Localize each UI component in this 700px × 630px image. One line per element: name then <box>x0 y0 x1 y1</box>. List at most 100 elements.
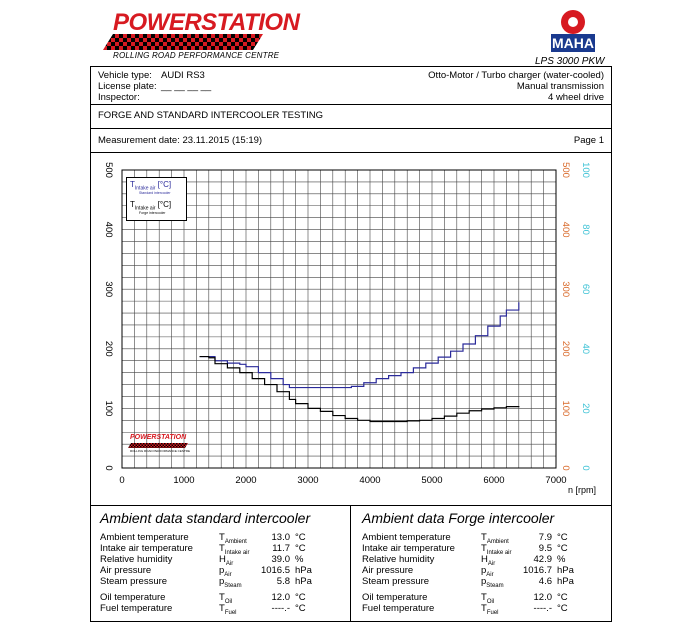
x-tick-label: 2000 <box>235 475 256 486</box>
y-tick-label-right: 0 <box>560 465 571 470</box>
x-tick-label: 7000 <box>545 475 566 486</box>
y-tick-label-right-secondary: 0 <box>580 465 591 470</box>
ambient-unit: % <box>557 554 566 565</box>
ambient-symbol: TFuel <box>481 603 499 616</box>
ambient-label: Steam pressure <box>362 576 430 587</box>
ambient-unit: % <box>295 554 304 565</box>
license-plate-label: License plate: <box>98 81 157 92</box>
ambient-symbol: HAir <box>481 554 496 567</box>
y-tick-label: 0 <box>103 465 114 470</box>
ambient-unit: °C <box>295 592 306 603</box>
y-tick-label: 200 <box>103 341 114 357</box>
measurement-date: Measurement date: 23.11.2015 (15:19) <box>98 135 263 146</box>
checkered-flag-icon <box>128 443 188 448</box>
inspector-label: Inspector: <box>98 92 140 103</box>
ambient-value: 42.9 <box>533 554 553 565</box>
test-title: FORGE AND STANDARD INTERCOOLER TESTING <box>98 110 324 121</box>
license-plate-value: __ __ __ __ <box>161 81 212 92</box>
divider <box>90 505 612 506</box>
chart-legend: TIntake air [°C] Standard intercooler TI… <box>126 177 187 221</box>
ambient-value: 1016.7 <box>522 565 552 576</box>
y-tick-label-right: 300 <box>560 281 571 297</box>
series-forge-intercooler <box>199 355 520 423</box>
y-tick-label: 100 <box>103 400 114 416</box>
chart-watermark-logo: POWERSTATION <box>130 434 187 441</box>
x-axis-label: n [rpm] <box>568 485 596 495</box>
legend-caption-standard: Standard intercooler <box>139 191 171 195</box>
ambient-forge-title: Ambient data Forge intercooler <box>362 510 555 526</box>
ambient-symbol: TOil <box>481 592 495 605</box>
ambient-value: ----.- <box>271 603 290 614</box>
divider <box>90 152 612 153</box>
ambient-symbol: pSteam <box>219 576 242 589</box>
maha-logo: MAHA <box>551 10 595 52</box>
ambient-label: Steam pressure <box>100 576 168 587</box>
ambient-standard-title: Ambient data standard intercooler <box>100 510 311 526</box>
y-tick-label-right-secondary: 60 <box>580 284 591 295</box>
vehicle-type-value: AUDI RS3 <box>161 70 205 81</box>
legend-item-standard: TIntake air [°C] <box>130 180 172 192</box>
checkered-flag-icon <box>103 34 263 50</box>
ambient-unit: hPa <box>295 565 312 576</box>
brand-subtitle: ROLLING ROAD PERFORMANCE CENTRE <box>113 51 280 60</box>
ambient-unit: °C <box>295 603 306 614</box>
x-tick-label: 3000 <box>297 475 318 486</box>
y-tick-label-right: 500 <box>560 162 571 178</box>
ambient-label: Fuel temperature <box>362 603 435 614</box>
y-tick-label-right-secondary: 80 <box>580 224 591 235</box>
ambient-symbol: HAir <box>219 554 234 567</box>
y-tick-label-right: 200 <box>560 341 571 357</box>
x-tick-label: 6000 <box>483 475 504 486</box>
x-tick-label: 5000 <box>421 475 442 486</box>
report-frame <box>90 66 612 622</box>
ambient-symbol: TAmbient <box>481 532 509 545</box>
ambient-unit: °C <box>557 592 568 603</box>
ambient-value: 12.0 <box>533 592 553 603</box>
ambient-value: 5.8 <box>276 576 290 587</box>
divider <box>90 128 612 129</box>
ambient-value: 13.0 <box>271 532 291 543</box>
ambient-unit: °C <box>295 532 306 543</box>
y-tick-label-right-secondary: 100 <box>580 162 591 178</box>
ambient-value: 11.7 <box>272 543 290 554</box>
legend-caption-forge: Forge intercooler <box>139 211 166 215</box>
ambient-unit: °C <box>557 532 568 543</box>
ambient-value: 12.0 <box>271 592 291 603</box>
ambient-label: Relative humidity <box>100 554 173 565</box>
ambient-value: 1016.5 <box>260 565 290 576</box>
plot-area <box>121 169 557 469</box>
y-tick-label: 500 <box>103 162 114 178</box>
brand-logo: POWERSTATION <box>113 9 300 36</box>
ambient-symbol: TIntake air <box>219 543 250 556</box>
ambient-label: Fuel temperature <box>100 603 173 614</box>
ambient-label: Air pressure <box>362 565 414 576</box>
x-tick-label: 4000 <box>359 475 380 486</box>
drive-type: 4 wheel drive <box>548 92 604 103</box>
ambient-unit: °C <box>295 543 306 554</box>
ambient-symbol: pSteam <box>481 576 504 589</box>
ambient-unit: °C <box>557 603 568 614</box>
ambient-label: Ambient temperature <box>100 532 189 543</box>
x-tick-label: 1000 <box>173 475 194 486</box>
y-tick-label-right-secondary: 40 <box>580 344 591 355</box>
transmission: Manual transmission <box>516 81 604 92</box>
ambient-label: Intake air temperature <box>362 543 455 554</box>
chart-watermark-subtitle: ROLLING ROAD PERFORMANCE CENTRE <box>130 449 191 453</box>
ambient-value: ----.- <box>533 603 552 614</box>
ambient-symbol: TAmbient <box>219 532 247 545</box>
series-standard-intercooler <box>199 302 520 389</box>
divider <box>90 104 612 105</box>
divider <box>350 505 351 622</box>
y-tick-label-right: 400 <box>560 222 571 238</box>
ambient-unit: hPa <box>295 576 312 587</box>
vehicle-type-label: Vehicle type: <box>98 70 152 81</box>
ambient-symbol: TFuel <box>219 603 237 616</box>
ambient-symbol: pAir <box>481 565 494 578</box>
page-number: Page 1 <box>573 135 604 146</box>
ambient-unit: °C <box>557 543 568 554</box>
x-tick-label: 0 <box>119 475 124 486</box>
ambient-label: Oil temperature <box>100 592 166 603</box>
ambient-symbol: pAir <box>219 565 232 578</box>
ambient-symbol: TOil <box>219 592 233 605</box>
